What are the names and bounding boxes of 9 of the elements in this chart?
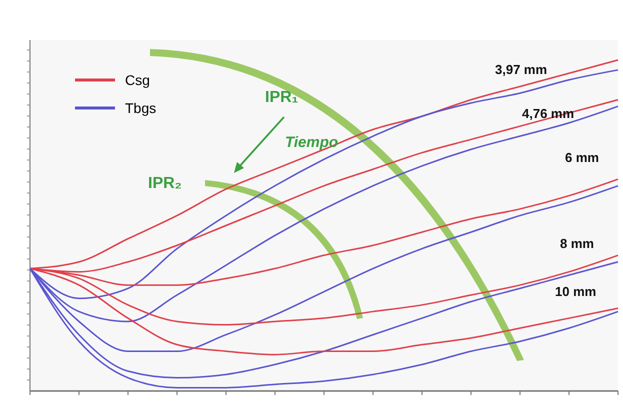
annotation: IPR₂	[148, 175, 182, 192]
annotation: 8 mm	[560, 236, 594, 251]
annotation: Tiempo	[285, 134, 338, 151]
annotation: 6 mm	[565, 150, 599, 165]
annotation: IPR₁	[265, 89, 299, 106]
annotation: 10 mm	[555, 284, 596, 299]
legend-label: Csg	[125, 72, 150, 88]
legend-label: Tbgs	[125, 100, 156, 116]
annotation: 3,97 mm	[495, 62, 548, 77]
